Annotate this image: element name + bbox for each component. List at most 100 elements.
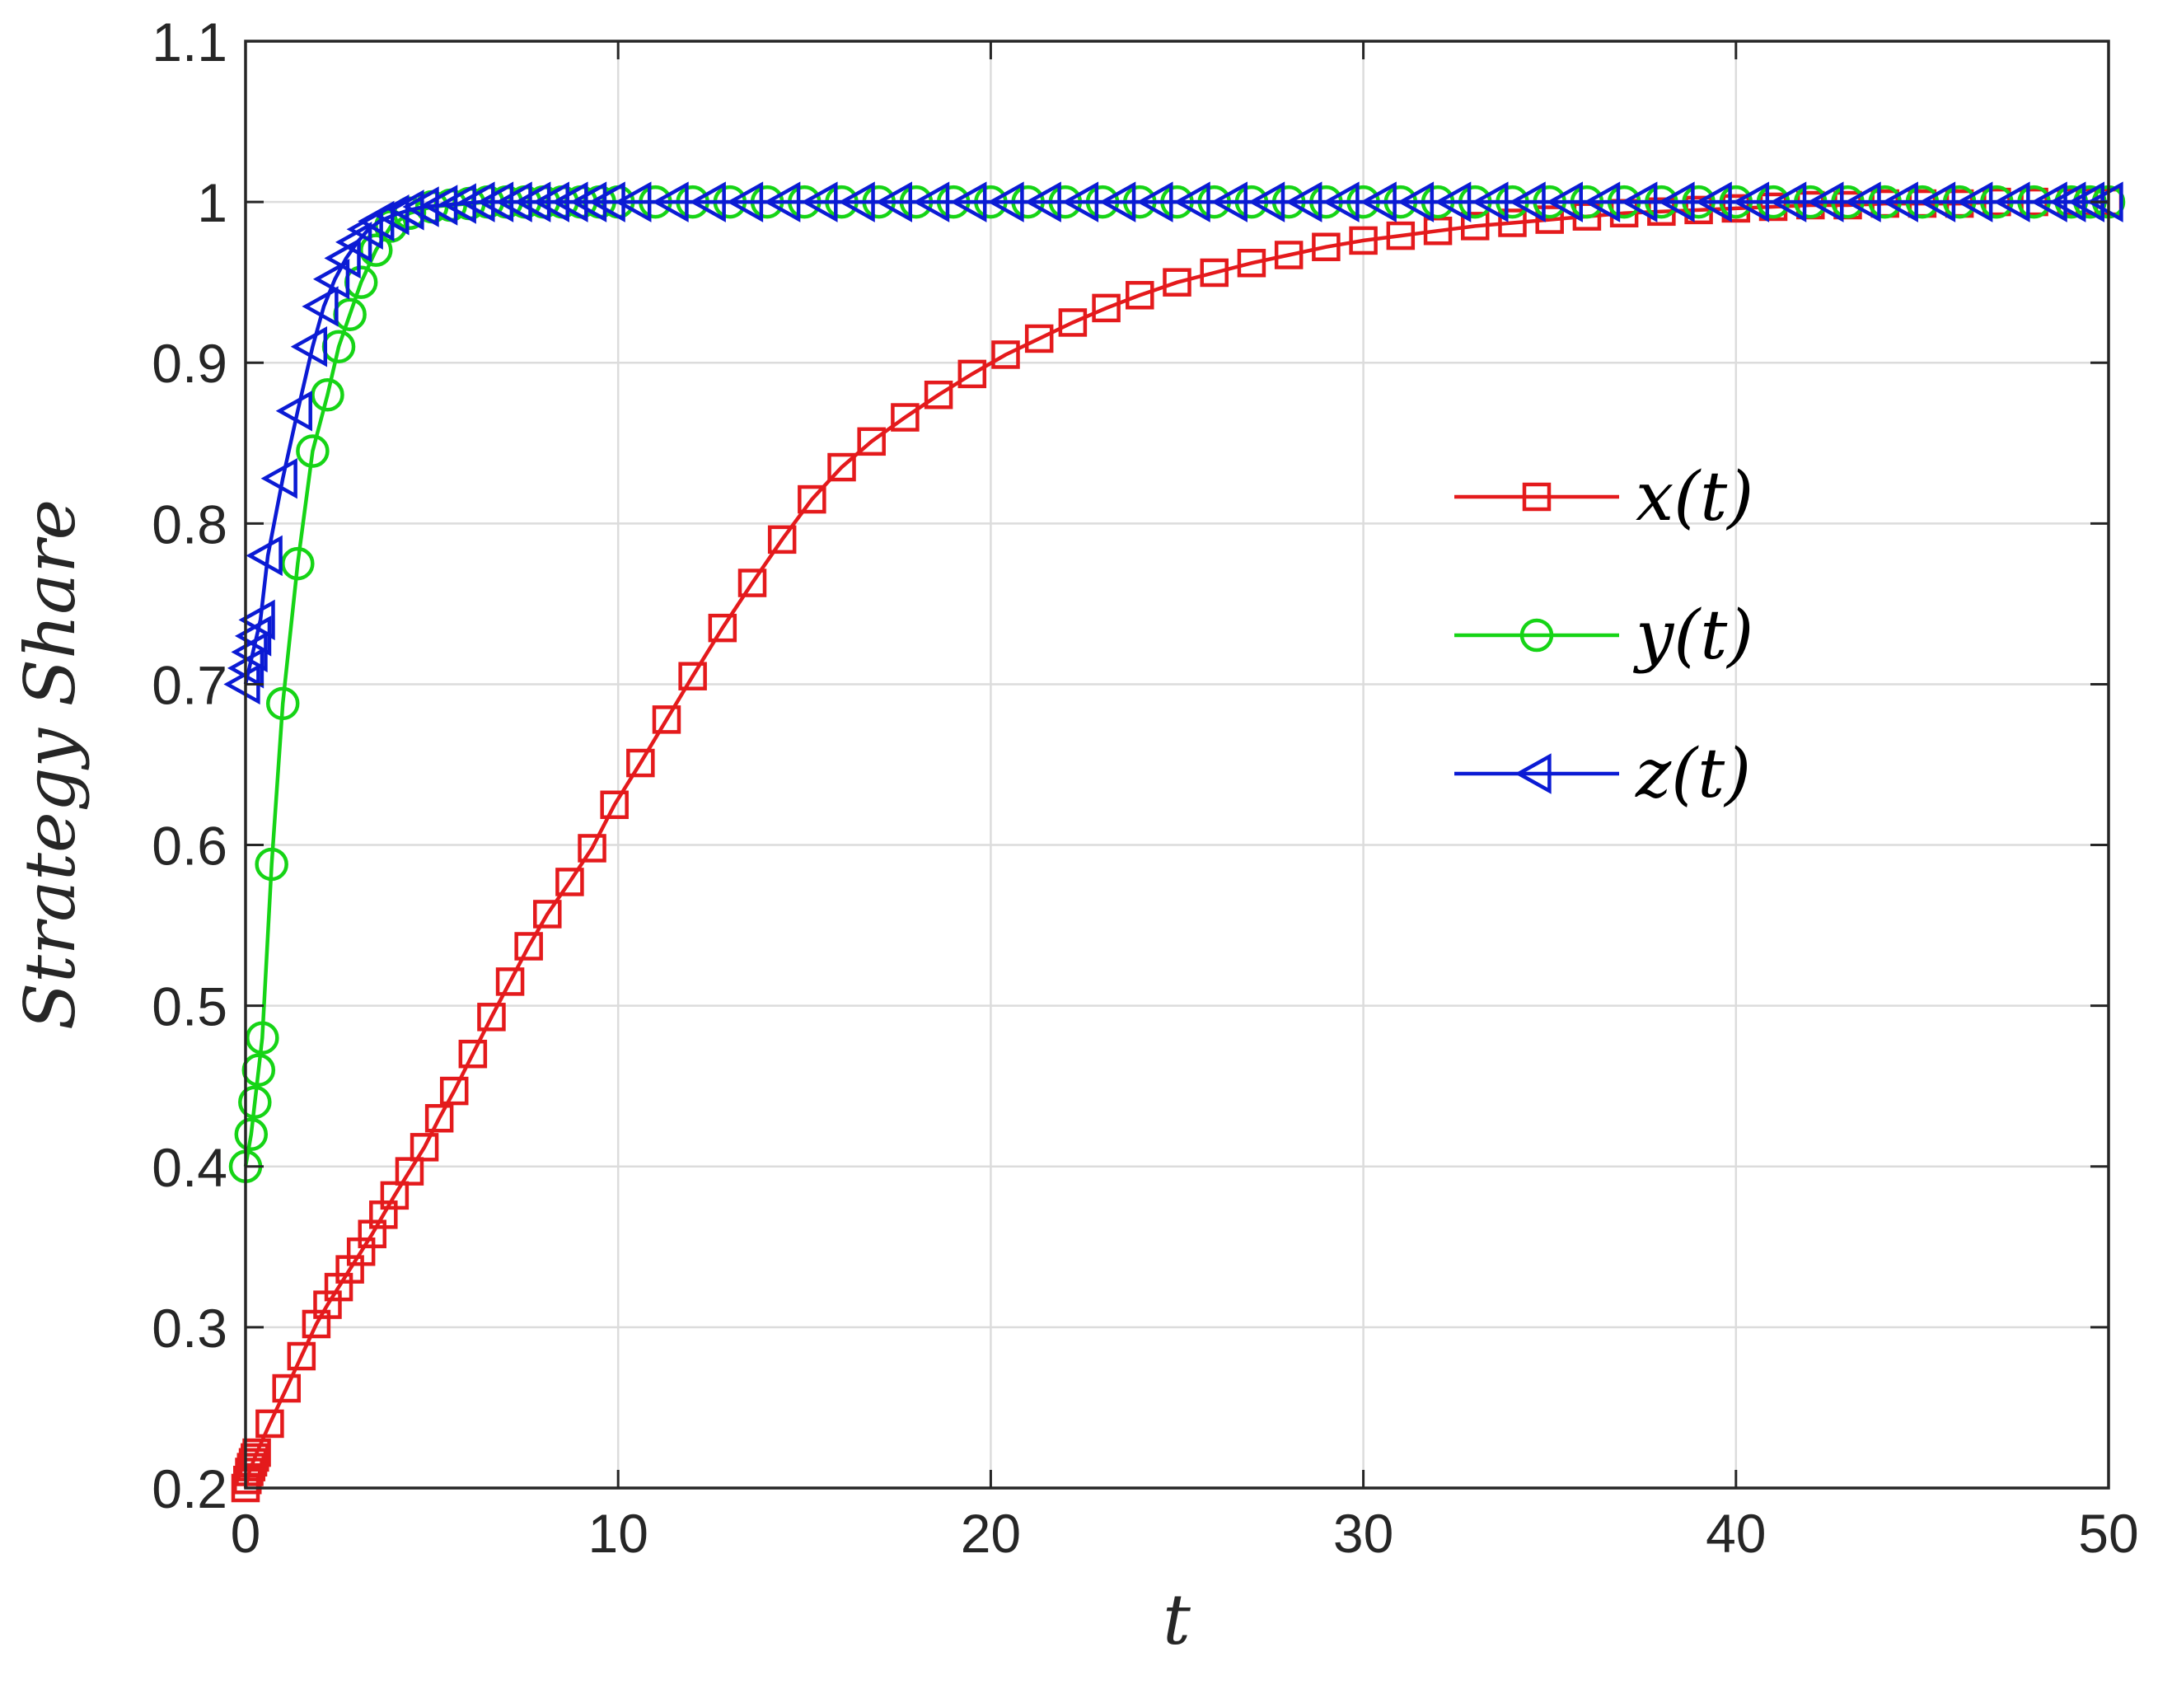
data-point <box>798 484 826 514</box>
data-point <box>532 181 569 222</box>
data-point <box>1099 181 1136 222</box>
data-point <box>1200 258 1229 288</box>
data-point <box>1770 181 1807 222</box>
data-point <box>1349 226 1378 255</box>
x-tick-label: 50 <box>2078 1503 2138 1564</box>
data-point <box>1248 181 1285 222</box>
data-point <box>421 185 458 226</box>
data-point <box>495 967 525 996</box>
data-point <box>359 233 393 267</box>
x-tick-label: 10 <box>587 1503 648 1564</box>
data-point <box>246 535 283 577</box>
data-point <box>987 181 1024 222</box>
data-point <box>1397 181 1435 222</box>
data-point <box>924 380 953 409</box>
data-point <box>857 427 886 456</box>
series-0 <box>231 187 2123 1503</box>
data-point <box>838 181 875 222</box>
data-point <box>514 932 543 961</box>
data-point <box>380 1181 410 1210</box>
data-point <box>235 1458 264 1486</box>
axes-box <box>244 40 2110 1490</box>
data-point <box>912 181 950 222</box>
data-point <box>1163 268 1191 297</box>
data-point <box>439 183 476 224</box>
data-point <box>801 181 838 222</box>
data-point <box>236 1453 266 1481</box>
data-point <box>1274 241 1304 269</box>
data-point <box>287 1341 316 1371</box>
data-point <box>950 181 987 222</box>
y-tick-label: 1 <box>197 172 227 233</box>
x-tick-label: 0 <box>231 1503 261 1564</box>
data-point <box>708 613 737 643</box>
data-point <box>402 186 439 227</box>
data-point <box>241 1053 276 1087</box>
legend-entry: z(t) <box>1454 735 1751 813</box>
data-point <box>1237 249 1266 278</box>
series-2 <box>223 181 2123 705</box>
data-point <box>234 1117 269 1152</box>
data-point <box>1881 181 1918 222</box>
data-point <box>1386 221 1416 250</box>
y-tick-label: 0.7 <box>152 654 227 715</box>
legend: x(t) y(t) z(t) <box>1454 458 1753 813</box>
x-tick-label: 20 <box>961 1503 1021 1564</box>
data-point <box>281 546 315 581</box>
legend-entry: x(t) <box>1454 458 1753 536</box>
data-point <box>1658 181 1695 222</box>
data-point <box>1058 308 1088 337</box>
data-point <box>1360 181 1397 222</box>
x-tick-label: 40 <box>1706 1503 1766 1564</box>
data-point <box>238 1448 268 1477</box>
legend-label: y(t) <box>1632 597 1753 675</box>
y-tick-label: 0.2 <box>152 1458 227 1519</box>
data-point <box>2086 181 2123 222</box>
data-point <box>1173 181 1210 222</box>
axis-ticks: 0 10 20 30 40 50 0.2 0.3 0.4 0.5 0.6 0.7 0.8 0.9 1 1.1 <box>152 12 2138 1564</box>
data-point <box>238 599 275 641</box>
data-point <box>1546 181 1583 222</box>
legend-entry: y(t) <box>1454 597 1753 675</box>
data-point <box>1092 293 1121 323</box>
data-point <box>2030 181 2067 222</box>
data-point <box>439 1076 469 1106</box>
data-point <box>875 181 912 222</box>
data-point <box>991 340 1020 369</box>
data-point <box>1024 324 1054 353</box>
data-point <box>495 181 532 222</box>
data-point <box>255 847 288 882</box>
data-point <box>1322 181 1360 222</box>
data-point <box>689 181 726 222</box>
data-point <box>1509 181 1546 222</box>
data-point <box>2049 181 2086 222</box>
data-point <box>1285 181 1322 222</box>
data-point <box>1312 232 1341 261</box>
data-point <box>737 569 767 597</box>
data-point <box>312 259 350 300</box>
data-point <box>458 181 495 222</box>
grid-lines <box>246 41 2109 1488</box>
data-point <box>296 434 330 468</box>
data-point <box>238 1085 272 1119</box>
data-point <box>1807 181 1844 222</box>
data-point <box>255 1409 284 1439</box>
data-point <box>1918 181 1956 222</box>
data-point <box>1956 181 1993 222</box>
data-point <box>1136 181 1173 222</box>
data-point <box>652 705 681 734</box>
data-point <box>1498 208 1527 237</box>
y-axis-title: Strategy Share <box>10 499 91 1031</box>
data-point <box>311 377 344 412</box>
plot-area <box>246 41 2109 1488</box>
data-point <box>1461 212 1490 241</box>
data-point <box>372 194 410 236</box>
data-point <box>272 1373 301 1403</box>
data-point <box>1435 181 1472 222</box>
series-layer <box>223 181 2126 1503</box>
data-point <box>957 359 987 389</box>
data-point <box>1993 181 2030 222</box>
data-point <box>615 181 652 222</box>
data-point <box>477 1003 506 1032</box>
